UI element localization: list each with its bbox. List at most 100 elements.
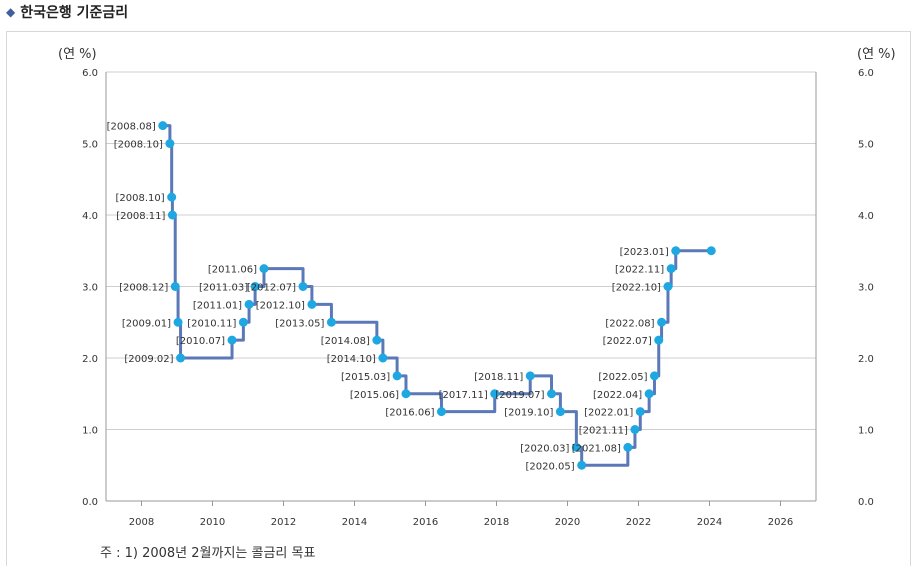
rate-point xyxy=(401,389,411,399)
point-label: [2009.02] xyxy=(124,354,173,365)
rate-point xyxy=(666,264,676,274)
rate-markers xyxy=(158,121,716,470)
x-tick-label: 2016 xyxy=(413,517,438,528)
point-label: [2022.10] xyxy=(612,283,661,294)
point-label: [2010.11] xyxy=(187,318,236,329)
point-label: [2008.10] xyxy=(114,140,163,151)
point-label: [2008.11] xyxy=(116,211,165,222)
point-label: [2011.06] xyxy=(208,265,257,276)
rate-point xyxy=(571,442,581,452)
y-tick-label-left: 2.0 xyxy=(82,354,98,365)
rate-point xyxy=(577,460,587,470)
point-label: [2008.12] xyxy=(119,283,168,294)
rate-point xyxy=(623,442,633,452)
point-label: [2008.08] xyxy=(107,122,156,133)
y-tick-label-right: 3.0 xyxy=(858,283,874,294)
point-label: [2014.10] xyxy=(327,354,376,365)
rate-point xyxy=(173,317,183,327)
rate-point xyxy=(663,282,673,291)
point-label: [2011.03] xyxy=(199,283,248,294)
x-tick-label: 2012 xyxy=(271,517,296,528)
point-label: [2022.05] xyxy=(598,372,647,383)
point-label: [2012.07] xyxy=(247,283,296,294)
y-tick-label-left: 5.0 xyxy=(82,140,98,151)
point-label: [2018.11] xyxy=(474,372,523,383)
rate-point xyxy=(244,299,254,309)
y-ticks: 0.0 0.0 1.0 1.0 2.0 2.0 3.0 3.0 4.0 4.0 5.0 5.0 6.0 6… xyxy=(82,68,874,508)
point-label: [2021.08] xyxy=(572,443,621,454)
x-tick-label: 2010 xyxy=(200,517,225,528)
rate-point xyxy=(525,371,535,381)
point-label: [2022.07] xyxy=(603,336,652,347)
point-label: [2020.05] xyxy=(526,461,575,472)
x-tick-label: 2018 xyxy=(484,517,509,528)
rate-point xyxy=(547,389,557,399)
rate-point xyxy=(259,264,269,274)
y-tick-label-right: 0.0 xyxy=(858,497,874,508)
rate-point xyxy=(307,299,317,309)
y-tick-label-right: 5.0 xyxy=(858,140,874,151)
x-tick-label: 2022 xyxy=(626,517,651,528)
header: ◆ 한국은행 기준금리 xyxy=(6,3,128,21)
rate-point xyxy=(170,282,180,291)
rate-point xyxy=(392,371,402,381)
rate-point xyxy=(238,317,248,327)
point-label: [2022.08] xyxy=(605,318,654,329)
point-label: [2008.10] xyxy=(116,193,165,204)
x-ticks: 2008 2010 2012 2014 2016 2018 2020 2022 2024 2026 xyxy=(129,501,793,528)
y-tick-label-left: 1.0 xyxy=(82,426,98,437)
rate-point xyxy=(167,192,177,202)
point-label: [2020.03] xyxy=(520,443,569,454)
point-label: [2022.11] xyxy=(615,265,664,276)
rate-point xyxy=(555,407,565,417)
rate-point xyxy=(436,407,446,417)
grid xyxy=(105,71,817,502)
rate-point xyxy=(671,246,681,256)
y-tick-label-right: 6.0 xyxy=(858,68,874,79)
point-label: [2010.07] xyxy=(176,336,225,347)
diamond-icon: ◆ xyxy=(6,5,16,19)
rate-point xyxy=(706,246,716,256)
rate-point xyxy=(326,317,336,327)
point-label: [2023.01] xyxy=(620,247,669,258)
x-tick-label: 2014 xyxy=(342,517,367,528)
point-label: [2019.07] xyxy=(495,390,544,401)
point-label: [2009.01] xyxy=(122,318,171,329)
point-label: [2019.10] xyxy=(504,408,553,419)
x-tick-label: 2020 xyxy=(555,517,580,528)
rate-point xyxy=(657,317,667,327)
point-label: [2021.11] xyxy=(579,426,628,437)
rate-point xyxy=(227,335,237,345)
rate-point xyxy=(635,407,645,417)
y-tick-label-left: 0.0 xyxy=(82,497,98,508)
rate-point xyxy=(167,210,177,220)
y-tick-label-left: 6.0 xyxy=(82,68,98,79)
rate-point xyxy=(654,335,664,345)
rate-point xyxy=(298,282,308,291)
point-label: [2015.06] xyxy=(350,390,399,401)
footnote: 주 : 1) 2008년 2월까지는 콜금리 목표 xyxy=(100,546,316,561)
y-axis-right-label: (연 %) xyxy=(857,47,896,62)
y-tick-label-left: 4.0 xyxy=(82,211,98,222)
rate-point xyxy=(372,335,382,345)
rate-point xyxy=(176,353,186,363)
rate-point xyxy=(490,389,500,399)
rate-point xyxy=(158,121,168,131)
point-label: [2022.01] xyxy=(584,408,633,419)
point-label: [2022.04] xyxy=(593,390,642,401)
point-label: [2017.11] xyxy=(439,390,488,401)
point-label: [2015.03] xyxy=(341,372,390,383)
point-label: [2012.10] xyxy=(256,300,305,311)
x-tick-label: 2026 xyxy=(768,517,793,528)
point-labels: [2008.08] [2008.10] [2008.10] [2008.11] [200… xyxy=(107,122,669,473)
x-tick-label: 2024 xyxy=(697,517,722,528)
rate-point xyxy=(378,353,388,363)
point-label: [2014.08] xyxy=(321,336,370,347)
y-axis-left-label: (연 %) xyxy=(58,47,97,62)
rate-point xyxy=(630,425,640,434)
point-label: [2013.05] xyxy=(275,318,324,329)
y-tick-label-right: 2.0 xyxy=(858,354,874,365)
page-title: 한국은행 기준금리 xyxy=(20,5,129,21)
chart-panel xyxy=(6,31,911,566)
